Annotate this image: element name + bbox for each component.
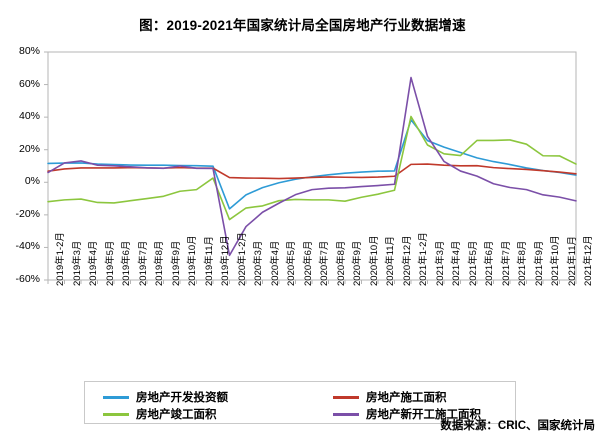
x-axis-tick-label: 2021年1-2月 bbox=[418, 232, 429, 286]
y-axis-tick-label: 80% bbox=[18, 45, 40, 57]
legend-color-swatch bbox=[103, 395, 129, 399]
x-axis-tick-label: 2020年4月 bbox=[269, 240, 281, 286]
x-axis-tick-label: 2020年10月 bbox=[368, 235, 380, 286]
x-axis-tick-label: 2020年5月 bbox=[286, 240, 297, 286]
legend-item[interactable]: 房地产竣工面积 bbox=[103, 406, 217, 422]
legend-label: 房地产新开工施工面积 bbox=[366, 409, 481, 421]
x-axis-tick-label: 2021年9月 bbox=[533, 240, 545, 286]
legend-label: 房地产竣工面积 bbox=[136, 409, 217, 421]
x-axis-tick-label: 2020年3月 bbox=[253, 240, 264, 286]
x-axis-tick-label: 2019年8月 bbox=[154, 240, 165, 286]
x-axis-tick-label: 2020年9月 bbox=[352, 240, 363, 286]
x-axis-tick-label: 2020年7月 bbox=[319, 240, 330, 286]
legend-item[interactable]: 房地产新开工施工面积 bbox=[333, 406, 481, 422]
x-axis-tick-label: 2019年6月 bbox=[121, 240, 132, 286]
x-axis-tick-label: 2021年3月 bbox=[434, 240, 446, 286]
source-note: 数据来源：CRIC、国家统计局 bbox=[440, 420, 595, 432]
y-axis-tick-label: -40% bbox=[15, 240, 40, 253]
x-axis-tick-label: 2019年7月 bbox=[137, 240, 149, 286]
y-axis-tick-label: 20% bbox=[18, 142, 40, 155]
legend-item[interactable]: 房地产施工面积 bbox=[333, 389, 447, 405]
y-axis-tick-label: -60% bbox=[15, 273, 40, 285]
legend-color-swatch bbox=[333, 395, 359, 399]
x-axis-tick-label: 2020年8月 bbox=[335, 240, 347, 286]
x-axis-tick-label: 2019年5月 bbox=[104, 240, 116, 286]
x-axis-tick-label: 2020年1-2月 bbox=[236, 232, 248, 286]
y-axis-tick-label: -20% bbox=[15, 207, 40, 220]
y-axis-tick-label: 60% bbox=[18, 77, 40, 90]
x-axis-tick-label: 2019年12月 bbox=[220, 235, 231, 286]
x-axis-tick-label: 2021年12月 bbox=[583, 235, 594, 286]
x-axis-tick-label: 2020年11月 bbox=[385, 236, 396, 286]
x-axis-tick-label: 2021年6月 bbox=[484, 240, 495, 286]
x-axis-tick-label: 2021年10月 bbox=[550, 235, 561, 286]
x-axis-tick-label: 2020年6月 bbox=[302, 240, 314, 286]
legend-label: 房地产施工面积 bbox=[366, 392, 447, 404]
x-axis-tick-label: 2020年12月 bbox=[401, 235, 413, 286]
legend-item[interactable]: 房地产开发投资额 bbox=[103, 389, 228, 405]
x-axis-tick-label: 2019年1-2月 bbox=[55, 232, 66, 286]
x-axis-tick-label: 2019年9月 bbox=[170, 240, 182, 286]
legend-color-swatch bbox=[333, 412, 359, 416]
x-axis-tick-label: 2021年8月 bbox=[517, 240, 528, 286]
x-axis-tick-label: 2019年3月 bbox=[71, 240, 83, 286]
page-title: 图：2019-2021年国家统计局全国房地产行业数据增速 bbox=[139, 18, 466, 33]
x-axis-tick-label: 2019年10月 bbox=[187, 235, 198, 286]
x-axis-tick-label: 2019年4月 bbox=[88, 240, 99, 286]
x-axis-tick-label: 2021年11月 bbox=[566, 236, 578, 286]
x-axis-tick-label: 2021年4月 bbox=[451, 240, 462, 286]
x-axis-tick-label: 2021年7月 bbox=[500, 240, 512, 286]
legend-label: 房地产开发投资额 bbox=[136, 392, 228, 404]
x-axis-tick-label: 2021年5月 bbox=[467, 240, 479, 286]
x-axis-tick-label: 2019年11月 bbox=[203, 236, 215, 286]
chart-legend: 房地产开发投资额 房地产施工面积房地产竣工面积 房地产新开工施工面积 bbox=[84, 381, 516, 424]
legend-color-swatch bbox=[103, 412, 129, 416]
y-axis-tick-label: 40% bbox=[18, 110, 40, 123]
y-axis-tick-label: 0% bbox=[24, 175, 40, 188]
